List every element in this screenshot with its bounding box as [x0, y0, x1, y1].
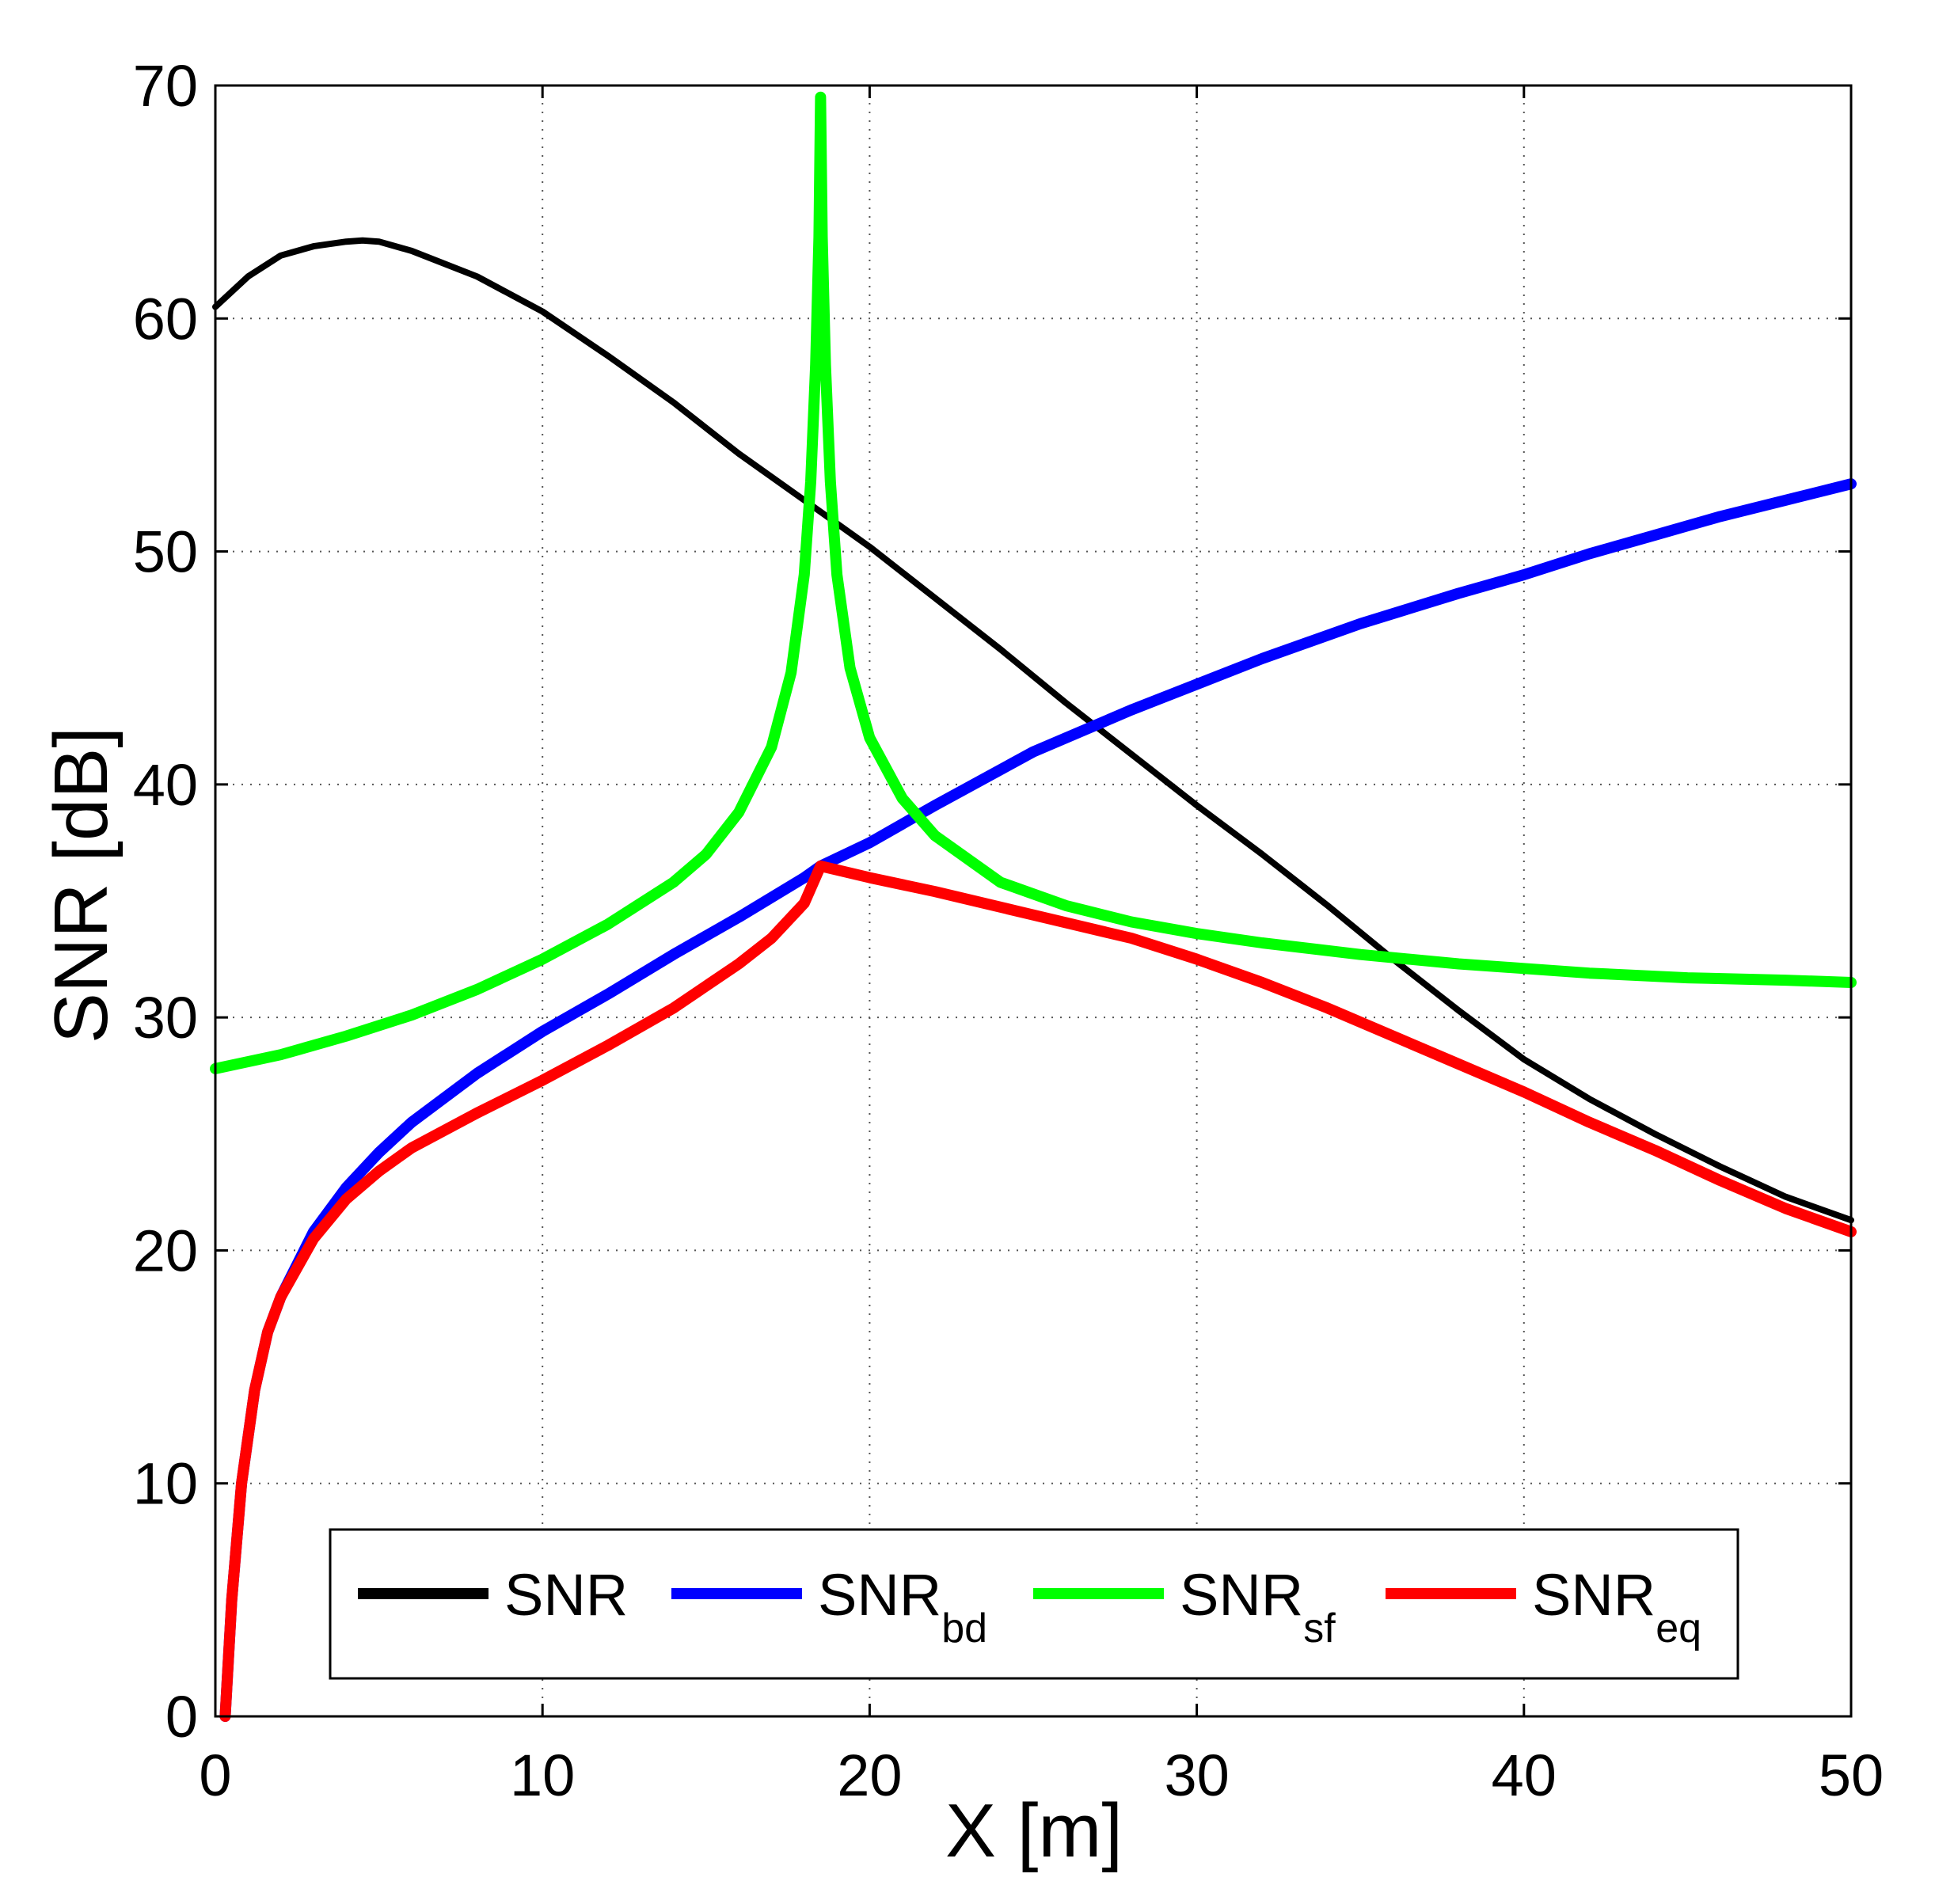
y-tick-label: 60 — [133, 286, 198, 352]
series-layer — [210, 91, 1857, 1722]
series-line-snr-sf — [210, 91, 1857, 1074]
y-tick-label: 50 — [133, 519, 198, 585]
y-tick-label: 30 — [133, 985, 198, 1051]
grid-lines — [215, 86, 1851, 1716]
x-tick-label: 30 — [1164, 1742, 1229, 1808]
legend-subscript: bd — [941, 1606, 987, 1651]
x-axis-label: X [m] — [945, 1788, 1123, 1873]
series-line-snr-eq — [219, 860, 1857, 1722]
tick-labels: 0 10 20 30 40 50 0 10 20 30 40 50 60 70 — [133, 53, 1884, 1808]
x-tick-label: 50 — [1819, 1742, 1884, 1808]
axis-ticks — [214, 84, 1853, 1718]
x-tick-label: 10 — [510, 1742, 575, 1808]
legend-box — [329, 1528, 1739, 1680]
x-tick-label: 0 — [199, 1742, 231, 1808]
y-tick-label: 10 — [133, 1451, 198, 1517]
legend-subscript: sf — [1303, 1606, 1336, 1651]
x-tick-label: 20 — [837, 1742, 902, 1808]
series-line-snr — [212, 237, 1854, 1224]
y-tick-label: 40 — [133, 752, 198, 818]
legend-label-snr: SNR — [504, 1562, 628, 1628]
y-axis-label: SNR [dB] — [39, 727, 124, 1043]
y-tick-label: 20 — [133, 1218, 198, 1283]
x-tick-label: 40 — [1492, 1742, 1557, 1808]
y-tick-label: 0 — [165, 1684, 198, 1750]
y-tick-label: 70 — [133, 53, 198, 119]
legend-subscript: eq — [1656, 1606, 1701, 1651]
plot-area-frame — [214, 84, 1853, 1718]
